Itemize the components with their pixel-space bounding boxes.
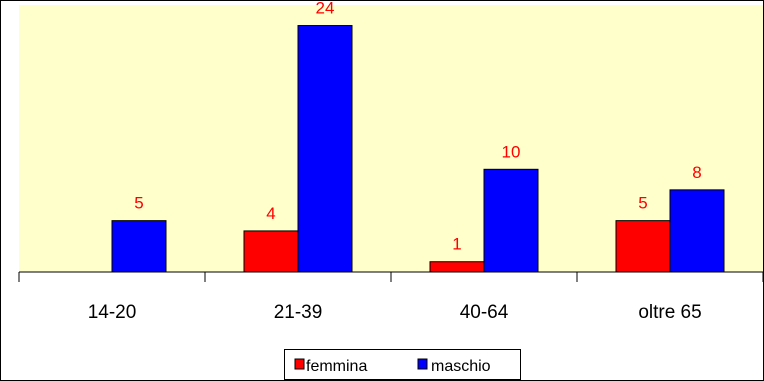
category-labels-group: 14-20 21-39 40-64 oltre 65 (88, 302, 702, 323)
legend-swatch-femmina (294, 358, 305, 370)
data-label-maschio-21-39: 24 (316, 0, 335, 18)
data-label-femmina-40-64: 1 (452, 235, 461, 254)
bars-group (111, 25, 725, 273)
category-label-oltre-65: oltre 65 (638, 302, 701, 323)
legend: femmina maschio (284, 349, 521, 380)
legend-swatch-maschio (417, 358, 428, 370)
legend-box (284, 349, 521, 380)
bar-femmina-40-64 (429, 261, 485, 273)
category-label-40-64: 40-64 (460, 302, 509, 323)
bar-maschio-21-39 (297, 25, 353, 273)
category-label-14-20: 14-20 (88, 302, 137, 323)
legend-label-femmina: femmina (306, 358, 367, 375)
bar-femmina-oltre-65 (615, 220, 671, 273)
data-labels-group: 5 4 24 1 10 5 8 (134, 0, 701, 254)
bar-femmina-21-39 (243, 230, 299, 273)
data-label-maschio-oltre-65: 8 (692, 163, 701, 182)
data-label-femmina-21-39: 4 (266, 204, 275, 223)
data-label-maschio-14-20: 5 (134, 194, 143, 213)
bar-maschio-oltre-65 (669, 189, 725, 273)
bar-maschio-40-64 (483, 168, 539, 273)
data-label-maschio-40-64: 10 (502, 142, 521, 161)
bar-maschio-14-20 (111, 220, 167, 273)
category-label-21-39: 21-39 (274, 302, 323, 323)
x-axis-ticks (18, 272, 764, 282)
legend-label-maschio: maschio (431, 358, 491, 375)
data-label-femmina-oltre-65: 5 (638, 194, 647, 213)
